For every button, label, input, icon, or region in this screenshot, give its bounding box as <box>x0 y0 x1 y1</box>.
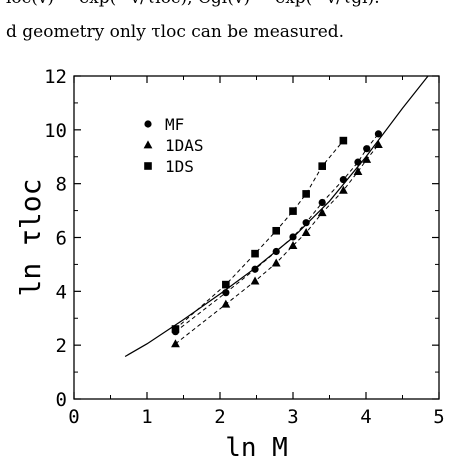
x-tick-label: 0 <box>68 406 79 428</box>
data-point-mf <box>318 198 326 207</box>
data-point-1das <box>362 154 372 163</box>
data-point-1das <box>301 228 311 237</box>
legend-marker-1das <box>143 140 153 149</box>
legend-label-1ds: 1DS <box>165 157 194 176</box>
data-point-mf <box>339 176 347 184</box>
data-point-1das <box>353 166 363 175</box>
x-tick-label: 3 <box>287 406 298 428</box>
data-point-1das <box>221 299 231 308</box>
data-point-mf <box>374 130 383 138</box>
x-tick-label: 5 <box>433 406 444 428</box>
markers <box>171 130 383 348</box>
legend-label-mf: MF <box>165 115 184 134</box>
data-point-1das <box>271 258 281 267</box>
data-point-1das <box>317 208 327 217</box>
data-point-1ds <box>171 325 180 333</box>
tick-marks <box>73 75 440 400</box>
data-point-1ds <box>272 226 281 235</box>
data-point-1ds <box>251 249 259 258</box>
legend-marker-1ds <box>144 162 152 170</box>
data-point-mf <box>354 158 362 166</box>
data-point-mf <box>222 289 230 297</box>
axis-labels: ln M ln τloc <box>14 178 288 463</box>
data-point-1ds <box>318 162 326 170</box>
legend-label-1das: 1DAS <box>165 136 204 155</box>
data-point-1ds <box>289 207 297 215</box>
data-point-1das <box>338 185 348 194</box>
y-tick-label: 10 <box>44 120 67 142</box>
caption-text: loc(v) ∼ exp(−v/τloc), Cgl(v) ∼ exp(−v/τ… <box>0 0 474 56</box>
data-point-mf <box>363 145 371 153</box>
y-tick-label: 4 <box>56 281 67 303</box>
y-tick-label: 12 <box>44 66 67 88</box>
data-point-1ds <box>302 190 310 198</box>
data-point-1das <box>288 240 298 249</box>
series-line-1ds <box>175 140 344 330</box>
y-axis-label: ln τloc <box>14 178 47 296</box>
y-tick-label: 2 <box>56 335 67 357</box>
data-point-1ds <box>339 136 348 145</box>
data-point-mf <box>251 265 259 273</box>
data-point-1das <box>374 140 383 149</box>
y-tick-label: 8 <box>56 174 67 196</box>
plot-frame <box>73 75 440 400</box>
equation-line: loc(v) ∼ exp(−v/τloc), Cgl(v) ∼ exp(−v/τ… <box>6 0 380 8</box>
y-tick-label: 0 <box>56 389 67 411</box>
x-tick-label: 1 <box>141 406 152 428</box>
caption-line: d geometry only τloc can be measured. <box>6 22 345 42</box>
legend: MF 1DAS 1DS <box>143 115 204 176</box>
legend-marker-mf <box>144 120 152 128</box>
data-point-mf <box>272 247 280 256</box>
data-point-1das <box>250 276 260 285</box>
x-tick-label: 2 <box>214 406 225 428</box>
data-point-1ds <box>222 280 230 289</box>
data-point-mf <box>289 233 297 241</box>
x-tick-label: 4 <box>360 406 371 428</box>
axes-frame <box>73 75 440 400</box>
y-tick-label: 6 <box>56 228 67 250</box>
data-point-mf <box>302 219 310 227</box>
x-axis-label: ln M <box>225 433 288 463</box>
data-point-1das <box>171 339 180 348</box>
